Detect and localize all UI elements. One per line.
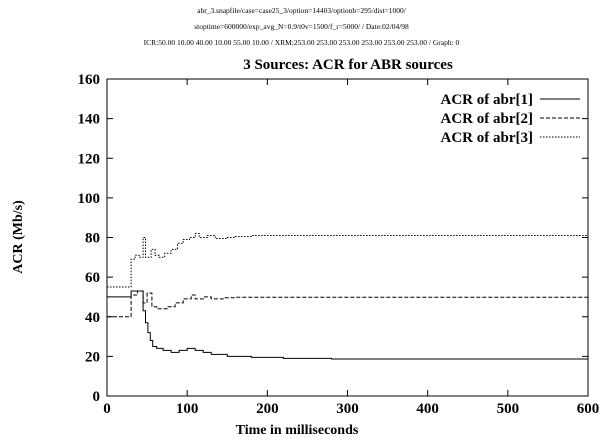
y-tick-label: 60: [85, 270, 100, 286]
header-line-2: stoptime=600000/exp_avg_N=0.9/t0v=1500/f…: [194, 22, 409, 31]
x-axis-title: Time in milliseconds: [236, 423, 359, 438]
series-line-abr-2: [107, 290, 588, 318]
x-tick-label: 400: [416, 401, 439, 417]
y-tick-label: 140: [78, 112, 101, 128]
x-tick-label: 100: [176, 401, 199, 417]
y-tick-label: 120: [78, 151, 101, 167]
header-line-1: abr_3.snapfile/case=case25_3/option=1440…: [197, 6, 406, 15]
series-line-abr-3: [107, 233, 588, 288]
y-tick-label: 40: [85, 310, 100, 326]
x-tick-label: 300: [336, 401, 359, 417]
x-tick-label: 0: [103, 401, 111, 417]
y-axis-title: ACR (Mb/s): [11, 200, 26, 274]
legend-label-abr-1: ACR of abr[1]: [441, 92, 533, 108]
x-tick-label: 600: [577, 401, 600, 417]
series-line-abr-1: [107, 290, 588, 360]
x-tick-label: 200: [256, 401, 279, 417]
y-tick-label: 100: [78, 191, 101, 207]
legend-label-abr-2: ACR of abr[2]: [441, 111, 533, 127]
y-tick-label: 20: [85, 349, 100, 365]
x-tick-label: 500: [497, 401, 520, 417]
legend-label-abr-3: ACR of abr[3]: [441, 130, 533, 146]
y-tick-label: 0: [93, 389, 101, 405]
header-line-3: ICR:50.00 10.00 40.00 10.00 55.00 10.00 …: [143, 38, 460, 47]
chart-title: 3 Sources: ACR for ABR sources: [243, 57, 453, 73]
y-tick-label: 80: [85, 231, 100, 247]
y-tick-label: 160: [78, 72, 101, 88]
